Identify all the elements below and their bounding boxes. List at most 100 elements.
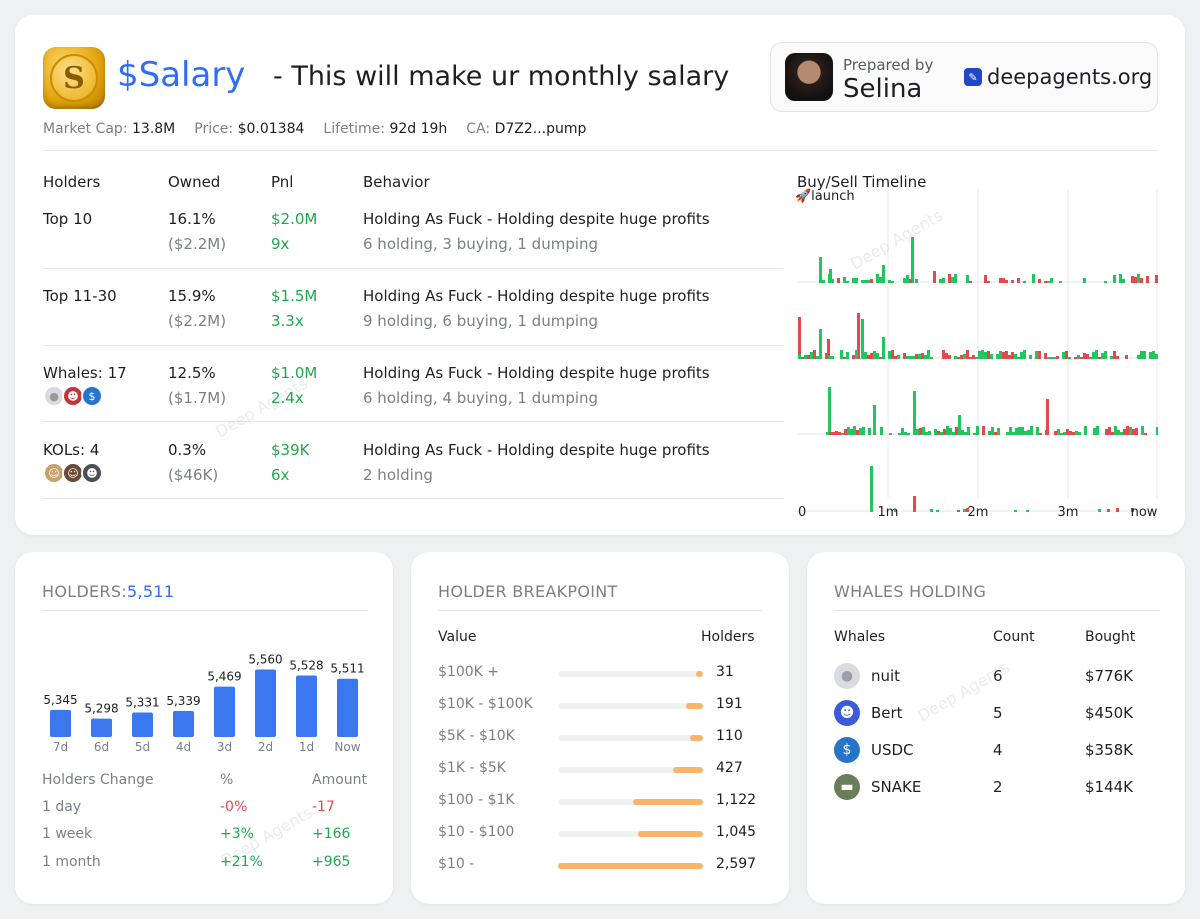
breakpoint-track: [558, 831, 703, 837]
timeline-sell-mark: [1002, 278, 1005, 283]
timeline-buy-mark: [930, 357, 933, 359]
brand-link[interactable]: deepagents.org: [987, 65, 1153, 89]
timeline-sell-mark: [829, 432, 832, 435]
row-behavior: Holding As Fuck - Holding despite huge p…: [363, 287, 710, 305]
watermark: Deep Agents: [212, 373, 311, 442]
timeline-buy-mark: [1095, 350, 1098, 359]
timeline-buy-mark: [1027, 430, 1030, 435]
timeline-sell-mark: [1098, 357, 1101, 359]
change-period: 1 day: [42, 799, 82, 815]
timeline-buy-mark: [1075, 431, 1078, 435]
row-name: Top 10: [43, 210, 93, 228]
timeline-sell-mark: [955, 427, 958, 435]
timeline-buy-mark: [1152, 351, 1155, 359]
timeline-buy-mark: [954, 356, 957, 359]
timeline-buy-mark: [1021, 427, 1024, 435]
timeline-sell-mark: [1132, 429, 1135, 435]
timeline-sell-mark: [1005, 280, 1008, 283]
timeline-sell-mark: [1155, 275, 1158, 283]
timeline-buy-mark: [904, 432, 907, 435]
row-multiplier: 6x: [271, 466, 290, 484]
timeline-buy-mark: [936, 510, 939, 512]
timeline-buy-mark: [924, 355, 927, 359]
holders-bar-category: Now: [334, 740, 360, 754]
timeline-buy-mark: [1149, 352, 1152, 359]
timeline-buy-mark: [1119, 274, 1122, 283]
timeline-buy-mark: [864, 352, 867, 359]
row-multiplier: 9x: [271, 235, 290, 253]
holders-bar-category: 7d: [53, 740, 68, 754]
whale-row: ▬ SNAKE 2 $144K: [834, 774, 1164, 800]
price: Price: $0.01384: [194, 121, 305, 137]
selina-avatar: [785, 53, 833, 101]
row-behavior: Holding As Fuck - Holding despite huge p…: [363, 210, 710, 228]
contract-address[interactable]: CA: D7Z2...pump: [466, 121, 587, 137]
timeline-buy-mark: [1012, 432, 1015, 435]
holders-bar-chart: 5,345 7d 5,298 6d 5,331 5d 5,339 4d 5,469 3d 5,560…: [43, 653, 364, 755]
timeline-buy-mark: [942, 278, 945, 283]
timeline-sell-mark: [1039, 433, 1042, 435]
amount-header: Amount: [312, 772, 368, 788]
timeline-tick-label: 1m: [878, 505, 899, 520]
timeline-sell-mark: [1054, 431, 1057, 435]
timeline-sell-mark: [844, 429, 847, 435]
timeline-buy-mark: [1053, 357, 1056, 359]
whale-row: ☻ Bert 5 $450K: [834, 700, 1164, 726]
timeline-sell-mark: [1111, 432, 1114, 435]
timeline-buy-mark: [882, 265, 885, 283]
prepared-by-label: Prepared by: [843, 56, 934, 74]
whale-name: USDC: [871, 741, 914, 759]
timeline-buy-mark: [1078, 432, 1081, 435]
timeline-buy-mark: [973, 433, 976, 435]
col-header-owned: Owned: [168, 173, 221, 191]
change-amount: +965: [312, 854, 351, 870]
timeline-sell-mark: [867, 355, 870, 359]
timeline-buy-mark: [915, 279, 918, 283]
snake-icon: ▬: [834, 774, 860, 800]
holders-bar: [173, 710, 194, 737]
timeline-buy-mark: [958, 415, 961, 435]
timeline-sell-mark: [1045, 430, 1048, 435]
timeline-sell-mark: [1134, 277, 1137, 283]
timeline-buy-mark: [927, 350, 930, 359]
timeline-buy-mark: [843, 277, 846, 283]
timeline-buy-mark: [946, 426, 949, 435]
timeline-buy-mark: [963, 354, 966, 359]
whale-bought: $450K: [1085, 704, 1134, 722]
row-owned-usd: ($2.2M): [168, 312, 227, 330]
timeline-buy-mark: [1093, 428, 1096, 435]
timeline-buy-mark: [1155, 354, 1158, 359]
timeline-buy-mark: [1110, 356, 1113, 359]
timeline-buy-mark: [934, 429, 937, 435]
timeline-buy-mark: [798, 354, 801, 359]
holders-bar: [296, 675, 317, 737]
row-owned-usd: ($2.2M): [168, 235, 227, 253]
timeline-buy-mark: [1104, 281, 1107, 283]
timeline-buy-mark: [1057, 429, 1060, 435]
holders-bar-category: 4d: [176, 740, 191, 754]
col-header-pnl: Pnl: [271, 173, 294, 191]
timeline-sell-mark: [827, 339, 830, 359]
row-owned-usd: ($46K): [168, 466, 219, 484]
timeline-buy-mark: [1092, 352, 1095, 359]
row-owned: 15.9%: [168, 287, 216, 305]
row-name: KOLs: 4: [43, 441, 100, 459]
timeline-buy-mark: [831, 279, 834, 283]
breakpoint-count: 427: [716, 760, 743, 776]
timeline-buy-mark: [1047, 281, 1050, 283]
row-behavior-detail: 9 holding, 6 buying, 1 dumping: [363, 312, 599, 330]
timeline-buy-mark: [819, 329, 822, 359]
bought-header: Bought: [1085, 629, 1136, 645]
breakpoint-track: [558, 863, 703, 869]
timeline-buy-mark: [916, 429, 919, 435]
timeline-buy-mark: [855, 278, 858, 283]
timeline-buy-mark: [1063, 432, 1066, 435]
holders-bar: [91, 718, 112, 737]
col-header-behavior: Behavior: [363, 173, 430, 191]
timeline-buy-mark: [1137, 355, 1140, 359]
timeline-buy-mark: [958, 433, 961, 435]
timeline-sell-mark: [801, 357, 804, 359]
row-owned: 0.3%: [168, 441, 207, 459]
whales-holding-card: WHALES HOLDING Whales Count Bought ● nuit…: [807, 552, 1185, 904]
timeline-buy-mark: [841, 433, 844, 435]
